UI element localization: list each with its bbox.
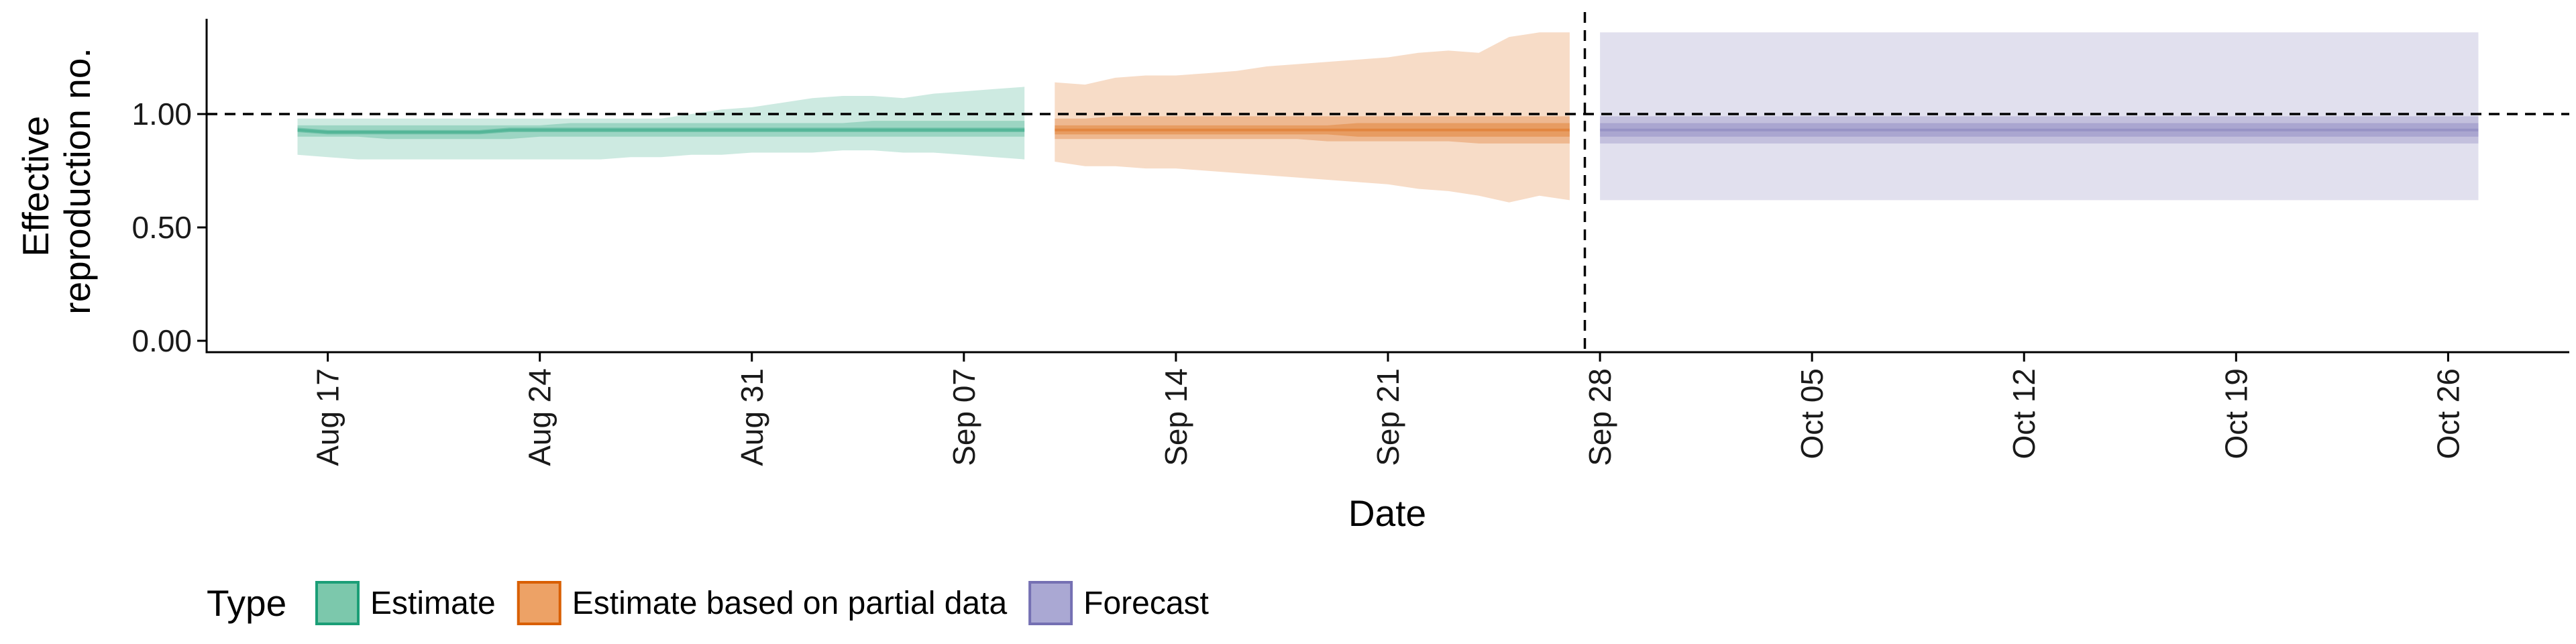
band-50-forecast: [1600, 116, 2479, 144]
x-axis-ticks: Aug 17 Aug 24 Aug 31 Sep 07 Sep 14 Sep 21 Sep …: [311, 352, 2465, 466]
y-axis-title-line-1: Effective: [15, 116, 56, 257]
legend-key-estimate-based-on-partial-data: [517, 581, 561, 625]
reference-lines: [207, 12, 2569, 352]
x-tick-label: Sep 28: [1582, 368, 1617, 466]
band-50-estimate-based-on-partial-data: [1055, 116, 1570, 144]
legend-item-estimate: Estimate: [315, 581, 496, 625]
median-line-estimate: [297, 128, 1025, 133]
legend: Type Estimate Estimate based on partial d…: [207, 581, 1209, 625]
x-tick-label: Aug 24: [523, 368, 557, 466]
x-tick-label: Sep 07: [947, 368, 981, 466]
y-axis-title: Effective reproduction no.: [15, 48, 98, 315]
legend-item-forecast: Forecast: [1028, 581, 1209, 625]
band-20-estimate-based-on-partial-data: [1055, 123, 1570, 137]
x-tick-label: Oct 19: [2218, 368, 2253, 460]
y-axis-title-line-2: reproduction no.: [56, 48, 98, 315]
legend-key-forecast: [1028, 581, 1073, 625]
y-tick-label: 0.50: [131, 210, 192, 245]
x-tick-label: Sep 21: [1371, 368, 1405, 466]
band-20-estimate: [297, 127, 1025, 135]
legend-title: Type: [207, 582, 286, 624]
x-tick-label: Oct 05: [1794, 368, 1829, 460]
median-lines: [297, 128, 2479, 133]
x-tick-label: Oct 26: [2430, 368, 2465, 460]
x-tick-label: Aug 31: [735, 368, 769, 466]
legend-label-estimate-based-on-partial-data: Estimate based on partial data: [572, 586, 1008, 621]
legend-item-estimate-based-on-partial-data: Estimate based on partial data: [517, 581, 1008, 625]
band-90-estimate-based-on-partial-data: [1055, 32, 1570, 203]
band-50-estimate: [297, 121, 1025, 140]
y-axis-ticks: 0.00 0.50 1.00: [131, 97, 207, 358]
x-axis-title: Date: [1348, 492, 1426, 534]
band-20-forecast: [1600, 123, 2479, 137]
band-90-estimate: [297, 87, 1025, 160]
y-tick-label: 1.00: [131, 97, 192, 131]
x-tick-label: Oct 12: [2006, 368, 2041, 460]
legend-label-forecast: Forecast: [1083, 586, 1209, 621]
legend-label-estimate: Estimate: [370, 586, 496, 621]
credible-interval-bands: [297, 32, 2479, 203]
x-tick-label: Aug 17: [311, 368, 345, 466]
band-90-forecast: [1600, 32, 2479, 201]
legend-key-estimate: [315, 581, 360, 625]
x-tick-label: Sep 14: [1159, 368, 1193, 466]
y-tick-label: 0.00: [131, 323, 192, 358]
